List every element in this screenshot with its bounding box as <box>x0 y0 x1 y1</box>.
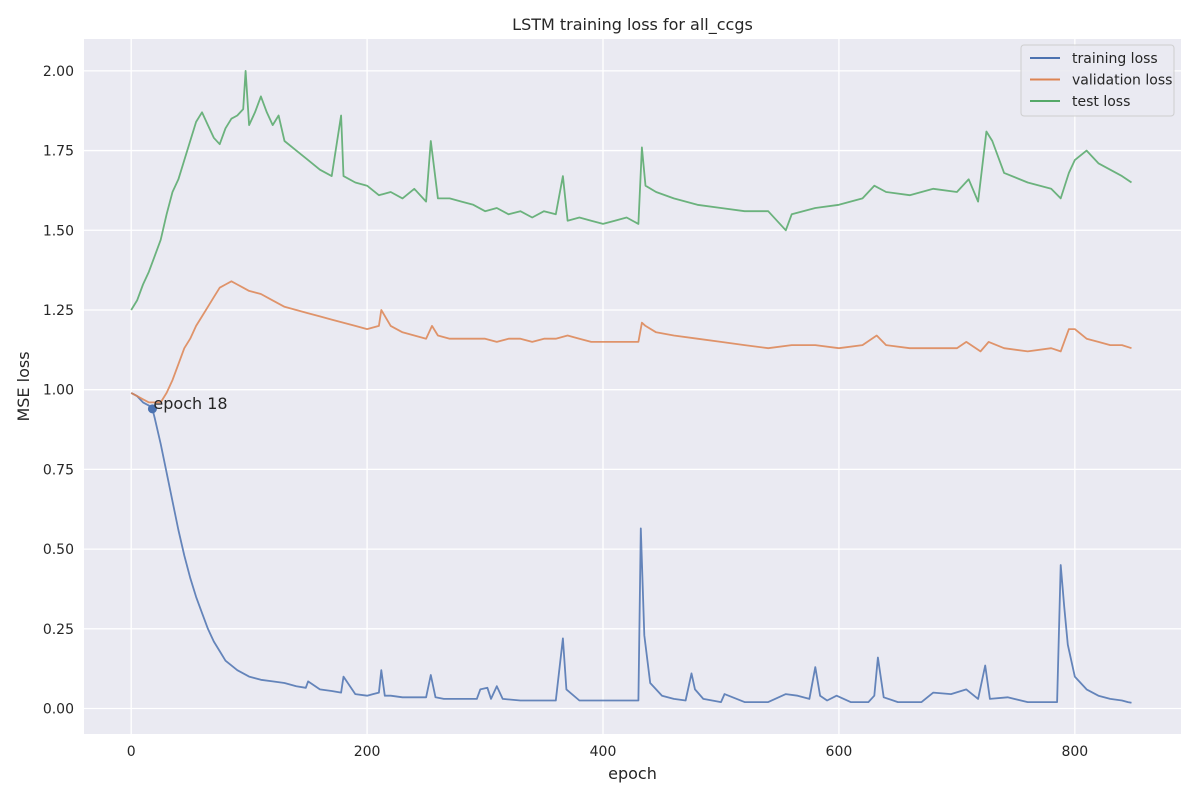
y-tick-label: 1.00 <box>43 383 74 399</box>
x-axis-label: epoch <box>608 764 657 783</box>
grid-lines <box>84 39 1181 734</box>
x-tick-label: 800 <box>1061 744 1088 760</box>
legend-label: training loss <box>1072 51 1158 67</box>
x-tick-label: 0 <box>127 744 136 760</box>
series-lines <box>130 70 1133 704</box>
x-tick-label: 600 <box>826 744 853 760</box>
annotation-label: epoch 18 <box>153 394 227 413</box>
series-line-test-loss <box>130 70 1133 311</box>
y-tick-label: 1.25 <box>43 303 74 319</box>
y-tick-label: 2.00 <box>43 64 74 80</box>
series-line-training-loss <box>130 392 1132 704</box>
y-tick-label: 0.25 <box>43 622 74 638</box>
plot-area <box>84 39 1181 734</box>
annotation-marker <box>147 404 157 414</box>
legend: training loss validation loss test loss <box>1020 44 1175 117</box>
legend-label: test loss <box>1072 94 1130 110</box>
y-tick-label: 1.75 <box>43 144 74 160</box>
x-tick-label: 200 <box>354 744 381 760</box>
x-axis-ticks: 0 200 400 600 800 <box>127 744 1088 760</box>
series-line-validation-loss <box>130 280 1132 404</box>
y-axis-label: MSE loss <box>14 351 33 421</box>
x-tick-label: 400 <box>590 744 617 760</box>
y-axis-ticks: 0.00 0.25 0.50 0.75 1.00 1.25 1.50 1.75 2.00 <box>43 64 74 718</box>
legend-label: validation loss <box>1072 73 1172 89</box>
chart-title: LSTM training loss for all_ccgs <box>512 15 753 35</box>
y-tick-label: 1.50 <box>43 223 74 239</box>
y-tick-label: 0.00 <box>43 701 74 717</box>
y-tick-label: 0.50 <box>43 542 74 558</box>
legend-box <box>1020 44 1175 117</box>
annotations: epoch 18 <box>147 394 228 414</box>
y-tick-label: 0.75 <box>43 462 74 478</box>
